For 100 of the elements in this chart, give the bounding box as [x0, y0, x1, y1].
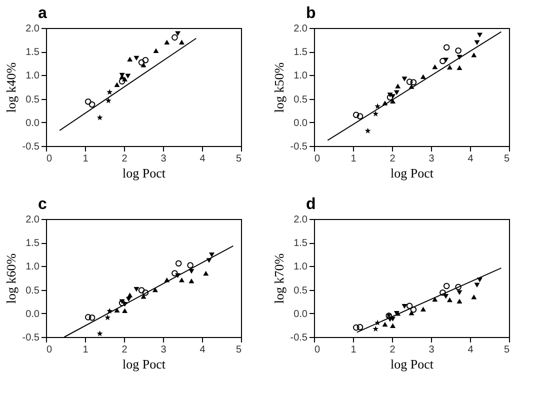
chart-title: c	[38, 196, 47, 213]
y-tick-label: 2.0	[26, 24, 40, 34]
point	[402, 304, 408, 309]
x-axis-title: log Poct	[122, 356, 166, 372]
point	[446, 297, 452, 302]
point	[153, 48, 159, 54]
point	[471, 52, 477, 58]
point	[443, 58, 449, 62]
y-tick-label: 0.0	[26, 118, 40, 129]
point	[175, 31, 181, 36]
point	[172, 34, 178, 41]
y-tick-label: 0.5	[26, 94, 40, 106]
y-tick-label: 1.0	[294, 262, 308, 273]
point	[406, 78, 413, 85]
x-axis-title: log Poct	[390, 356, 434, 372]
point	[96, 114, 103, 120]
point	[408, 310, 414, 316]
y-tick-label: -0.5	[290, 142, 308, 152]
point	[395, 84, 401, 88]
x-tick-label: 3	[428, 344, 435, 356]
x-tick-label: 4	[468, 154, 474, 164]
x-tick-label: 2	[390, 154, 396, 164]
point	[455, 284, 462, 290]
point	[142, 56, 149, 64]
point	[372, 110, 379, 116]
point	[172, 270, 178, 276]
point	[122, 76, 128, 82]
point	[446, 64, 452, 70]
point	[356, 113, 364, 120]
point	[140, 294, 146, 299]
point	[432, 64, 438, 70]
x-axis-title: log Poct	[122, 166, 166, 180]
x-tick-label: 4	[200, 344, 206, 356]
point	[106, 89, 113, 95]
y-axis-title: log k60%	[3, 253, 18, 304]
point	[178, 278, 184, 282]
y-tick-label: 0.0	[294, 308, 308, 320]
x-tick-label: 2	[390, 344, 396, 356]
y-tick-label: -0.5	[290, 332, 308, 344]
point	[456, 290, 462, 296]
point	[188, 278, 194, 284]
chart-title: b	[306, 5, 316, 22]
point	[164, 40, 170, 45]
point	[443, 282, 450, 290]
point	[382, 322, 388, 327]
point	[104, 314, 111, 320]
point	[406, 302, 413, 309]
point	[390, 323, 396, 328]
y-tick-label: 2.0	[26, 214, 40, 226]
x-tick-label: 0	[314, 154, 320, 164]
point	[134, 286, 140, 292]
y-tick-label: 1.5	[294, 47, 308, 58]
point	[477, 32, 482, 38]
chart-title: d	[306, 196, 316, 213]
point	[126, 296, 132, 302]
x-tick-label: 1	[82, 344, 89, 356]
x-tick-label: 0	[46, 344, 52, 356]
y-tick-label: -0.5	[22, 332, 40, 344]
chart-title: a	[38, 5, 47, 22]
point	[138, 287, 145, 294]
point	[374, 103, 381, 109]
point	[88, 314, 96, 321]
point	[96, 330, 103, 336]
x-tick-label: 2	[122, 344, 128, 356]
point	[188, 269, 194, 274]
point	[471, 294, 477, 300]
point	[140, 62, 146, 68]
point	[356, 324, 364, 330]
y-axis-title: log k50%	[271, 62, 286, 113]
x-tick-label: 5	[504, 344, 510, 356]
point	[456, 298, 462, 304]
y-axis-title: log k70%	[271, 253, 286, 304]
point	[187, 262, 194, 268]
y-tick-label: 1.5	[26, 238, 40, 250]
x-axis-title: log Poct	[390, 166, 434, 180]
y-tick-label: 0.0	[294, 118, 308, 129]
point	[440, 58, 446, 64]
point	[386, 94, 394, 101]
point	[420, 306, 426, 312]
x-tick-label: 4	[200, 154, 206, 164]
x-tick-label: 1	[350, 344, 357, 356]
point	[455, 48, 462, 54]
point	[420, 74, 426, 79]
x-tick-label: 3	[160, 154, 167, 164]
x-tick-label: 1	[350, 154, 357, 164]
point	[443, 44, 450, 50]
y-tick-label: 2.0	[294, 24, 308, 34]
point	[84, 314, 92, 320]
point	[352, 324, 360, 331]
point	[203, 270, 209, 276]
point	[440, 289, 446, 296]
point	[410, 79, 417, 86]
point	[114, 308, 120, 312]
point	[84, 98, 92, 105]
y-axis-title: log k40%	[3, 62, 18, 113]
x-tick-label: 2	[122, 154, 128, 164]
point	[410, 306, 417, 313]
point	[352, 112, 360, 118]
y-tick-label: 2.0	[294, 214, 308, 226]
point	[443, 294, 449, 299]
